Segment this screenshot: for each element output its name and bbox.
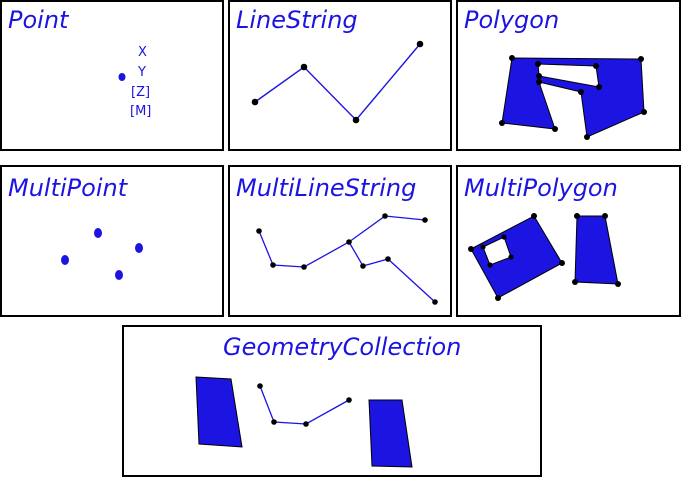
panel-linestring: LineString [228, 0, 452, 151]
polygon [368, 399, 413, 468]
polygon-with-hole [470, 215, 563, 299]
vertex [536, 79, 542, 85]
vertex [536, 73, 542, 79]
vertex [385, 256, 391, 262]
linestring-geometry [251, 40, 424, 124]
panel-title-polygon: Polygon [464, 6, 560, 34]
point-marker [118, 73, 126, 81]
vertex [593, 63, 599, 69]
vertex [360, 263, 366, 269]
geometrycollection-geometry [195, 376, 413, 468]
vertex [578, 89, 584, 95]
vertex [346, 239, 352, 245]
vertex [508, 254, 514, 260]
vertex [615, 281, 621, 287]
vertex [531, 213, 537, 219]
vertex [495, 295, 501, 301]
vertex [572, 279, 578, 285]
vertex [257, 383, 263, 389]
panel-multipolygon: MultiPolygon [456, 165, 681, 317]
panel-title-multilinestring: MultiLineString [236, 174, 417, 202]
vertex [271, 419, 277, 425]
linestring-line [254, 43, 421, 122]
vertex [422, 217, 428, 223]
vertex [559, 260, 565, 266]
vertex [416, 40, 424, 48]
panel-geometrycollection: GeometryCollection [122, 325, 542, 477]
vertex [301, 264, 307, 270]
vertex [382, 213, 388, 219]
panel-polygon: Polygon [456, 0, 681, 151]
vertex [509, 55, 515, 61]
polygon [195, 376, 243, 448]
polygon [574, 215, 619, 285]
point-marker [61, 255, 69, 265]
point-marker [94, 228, 102, 238]
coord-z: [Z] [131, 85, 151, 100]
point-marker [135, 243, 143, 253]
panel-title-multipoint: MultiPoint [8, 174, 128, 202]
vertex [641, 109, 647, 115]
multipoint-geometry [61, 228, 143, 280]
point-marker [115, 270, 123, 280]
vertex [480, 244, 486, 250]
panel-title-geometrycollection: GeometryCollection [223, 333, 462, 361]
multilinestring-geometry [256, 213, 438, 305]
vertex [352, 116, 360, 124]
vertex [602, 213, 608, 219]
panel-title-multipolygon: MultiPolygon [464, 174, 618, 202]
vertex [535, 61, 541, 67]
vertex [256, 228, 262, 234]
vertex [346, 397, 352, 403]
panel-title-linestring: LineString [236, 6, 358, 34]
vertex [638, 56, 644, 62]
vertex [487, 262, 493, 268]
polygon-with-hole [501, 57, 645, 138]
linestring-line [348, 241, 436, 303]
vertex [501, 234, 507, 240]
vertex [251, 98, 259, 106]
vertex [270, 262, 276, 268]
vertex [574, 213, 580, 219]
vertex [303, 421, 309, 427]
vertex [468, 246, 474, 252]
panel-multipoint: MultiPoint [0, 165, 224, 317]
vertex [432, 299, 438, 305]
vertex [300, 63, 308, 71]
multipolygon-geometry [468, 213, 621, 301]
point-geometry [118, 73, 126, 81]
panel-multilinestring: MultiLineString [228, 165, 452, 317]
vertex [552, 126, 558, 132]
linestring-line [258, 215, 426, 268]
panel-title-point: Point [8, 6, 69, 34]
coord-x: X [138, 45, 147, 60]
coord-y: Y [138, 65, 146, 80]
polygon-geometry [499, 55, 647, 140]
vertex [584, 134, 590, 140]
vertex [596, 84, 602, 90]
panel-point: Point X Y [Z] [M] [0, 0, 224, 151]
coord-m: [M] [130, 104, 152, 119]
vertex [499, 120, 505, 126]
linestring-line [259, 385, 350, 425]
